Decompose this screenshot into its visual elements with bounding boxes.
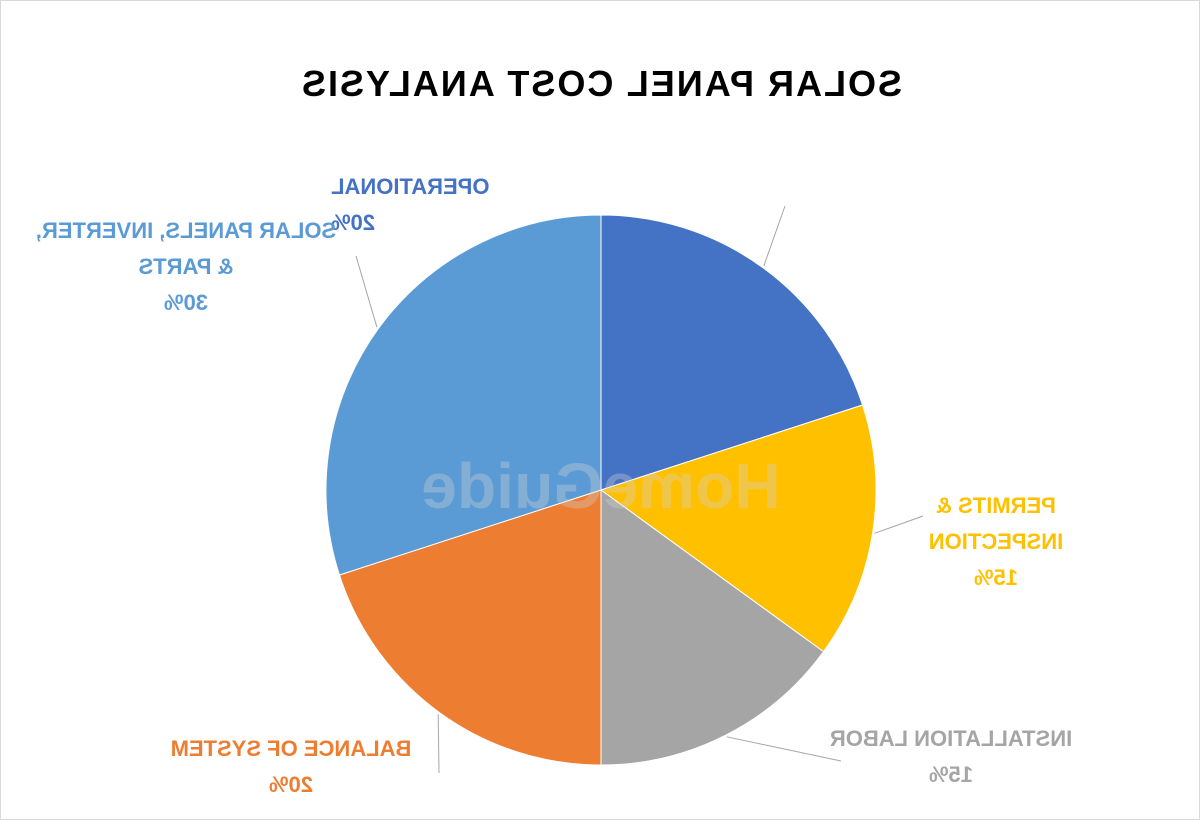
- label-installation-labor-value: 15%: [928, 762, 974, 787]
- leader-installation-labor: [726, 736, 842, 762]
- label-permits: PERMITS & INSPECTION 15%: [916, 488, 1076, 596]
- leader-balance-of-system: [437, 714, 440, 774]
- label-balance-of-system-value: 20%: [268, 772, 314, 797]
- leader-solar-panels: [355, 255, 378, 328]
- label-operational: OPERATIONAL 20%: [331, 169, 601, 241]
- leader-permits: [874, 515, 924, 534]
- leader-operational: [763, 205, 786, 267]
- slice-balance-of-system: [338, 489, 602, 766]
- label-permits-value: 15%: [973, 565, 1019, 590]
- label-installation-labor-name: INSTALLATION LABOR: [829, 726, 1073, 751]
- label-permits-name-2: INSPECTION: [928, 529, 1064, 554]
- label-operational-value: 20%: [331, 210, 376, 235]
- label-permits-name: PERMITS &: [936, 493, 1056, 518]
- slice-solar-panels: [325, 214, 602, 576]
- slice-operational: [600, 214, 864, 491]
- label-solar-panels-value: 30%: [163, 290, 209, 315]
- label-solar-panels-name-2: & PARTS: [138, 254, 234, 279]
- label-balance-of-system-name: BALANCE OF SYSTEM: [170, 736, 412, 761]
- label-solar-panels-name: SOLAR PANELS, INVERTER,: [35, 218, 337, 243]
- watermark: HomeGuide: [421, 450, 781, 522]
- label-installation-labor: INSTALLATION LABOR 15%: [821, 721, 1081, 793]
- slice-permits: [599, 404, 877, 653]
- label-operational-name: OPERATIONAL: [331, 174, 490, 199]
- slice-installation-labor: [600, 489, 825, 766]
- label-balance-of-system: BALANCE OF SYSTEM 20%: [151, 731, 431, 803]
- label-solar-panels: SOLAR PANELS, INVERTER, & PARTS 30%: [21, 213, 351, 321]
